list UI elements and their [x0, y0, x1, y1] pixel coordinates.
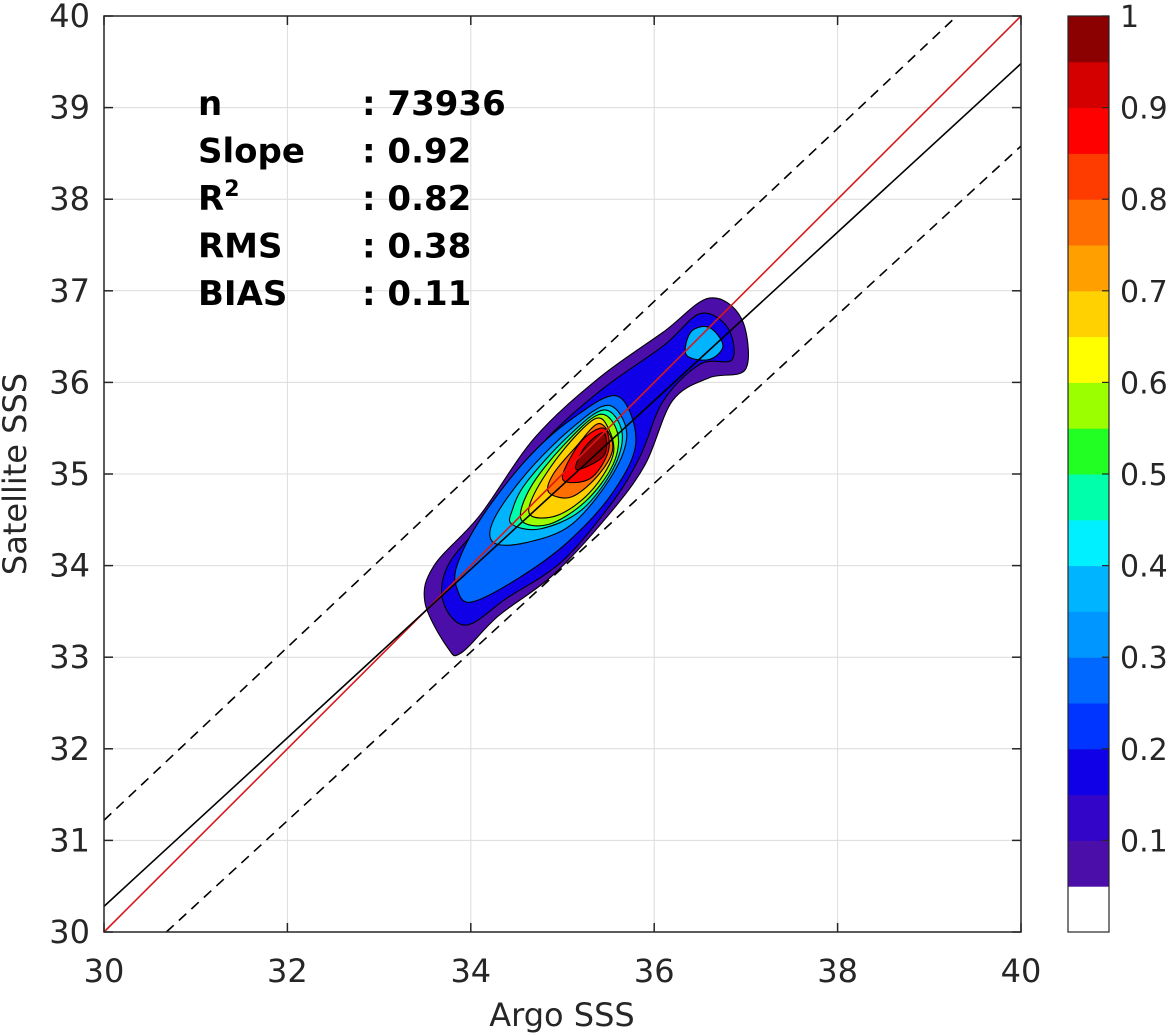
y-tick-label: 36	[49, 363, 90, 401]
colorbar-tick-label: 0.7	[1120, 275, 1168, 310]
y-tick-label: 40	[49, 0, 90, 35]
colorbar-segment	[1068, 199, 1109, 246]
one-to-one-line	[103, 15, 1022, 933]
y-tick-label: 35	[49, 455, 90, 493]
colorbar-segment	[1068, 565, 1109, 612]
colorbar-segment	[1068, 428, 1109, 475]
stat-label: n	[198, 84, 222, 124]
colorbar-segment	[1068, 153, 1109, 200]
x-tick-label: 40	[1001, 952, 1042, 990]
y-axis-label: Satellite SSS	[0, 373, 34, 575]
colorbar-tick-label: 1	[1120, 0, 1139, 35]
colorbar-tick-label: 0.2	[1120, 733, 1168, 768]
stat-value: : 0.38	[362, 227, 471, 267]
reference-lines	[103, 15, 1022, 933]
colorbar-segment	[1068, 336, 1109, 383]
colorbar-segment	[1068, 748, 1109, 796]
x-tick-label: 32	[267, 952, 308, 990]
stat-value: : 73936	[362, 84, 506, 124]
colorbar-segment	[1068, 245, 1109, 292]
stat-label: RMS	[198, 227, 283, 267]
upper-bound-line	[103, 15, 958, 821]
x-tick-label: 30	[84, 952, 125, 990]
stat-label: BIAS	[198, 274, 287, 314]
contour-level	[684, 325, 724, 361]
colorbar-tick-label: 0.5	[1120, 458, 1168, 493]
y-tick-label: 34	[49, 547, 90, 585]
x-tick-label: 34	[450, 952, 491, 990]
colorbar-segment	[1068, 61, 1109, 109]
colorbar-tick-label: 0.3	[1120, 641, 1168, 676]
x-tick-label: 36	[634, 952, 675, 990]
colorbar-segment	[1068, 794, 1109, 841]
colorbar: 1 0.9 0.8 0.7 0.6 0.5 0.4 0.3 0.2 0.1	[1067, 0, 1168, 933]
density-contours	[423, 297, 749, 657]
colorbar-segment	[1068, 657, 1109, 704]
colorbar-segment	[1068, 16, 1109, 63]
colorbar-tick-label: 0.8	[1120, 183, 1168, 218]
y-tick-label: 38	[49, 180, 90, 218]
colorbar-segment	[1068, 703, 1109, 750]
regression-line	[103, 63, 1022, 907]
colorbar-segment	[1068, 107, 1109, 154]
stat-value: : 0.82	[362, 179, 471, 219]
colorbar-tick-label: 0.4	[1120, 550, 1168, 585]
colorbar-tick-label: 0.1	[1120, 824, 1168, 859]
colorbar-tick-label: 0.6	[1120, 366, 1168, 401]
colorbar-segment	[1068, 382, 1109, 429]
colorbar-segment	[1068, 886, 1109, 933]
colorbar-segment	[1068, 611, 1109, 658]
y-tick-label: 33	[49, 638, 90, 676]
colorbar-segment	[1068, 840, 1109, 887]
colorbar-segment	[1068, 474, 1109, 521]
y-tick-label: 39	[49, 89, 90, 127]
x-axis-label: Argo SSS	[489, 996, 634, 1034]
colorbar-segment	[1068, 519, 1109, 567]
y-tick-label: 30	[49, 913, 90, 951]
y-tick-label: 32	[49, 730, 90, 768]
axis-ticks: 30 32 34 36 38 40 30 31 32 33 34 35 36 37 38 39 40	[49, 0, 1041, 990]
y-tick-label: 31	[49, 821, 90, 859]
colorbar-tick-label: 0.9	[1120, 92, 1168, 127]
lower-bound-line	[165, 145, 1022, 933]
stat-value: : 0.92	[362, 132, 471, 172]
stat-label: Slope	[198, 132, 305, 172]
y-tick-label: 37	[49, 272, 90, 310]
colorbar-segment	[1068, 290, 1109, 338]
x-tick-label: 38	[817, 952, 858, 990]
stat-value: : 0.11	[362, 274, 471, 314]
